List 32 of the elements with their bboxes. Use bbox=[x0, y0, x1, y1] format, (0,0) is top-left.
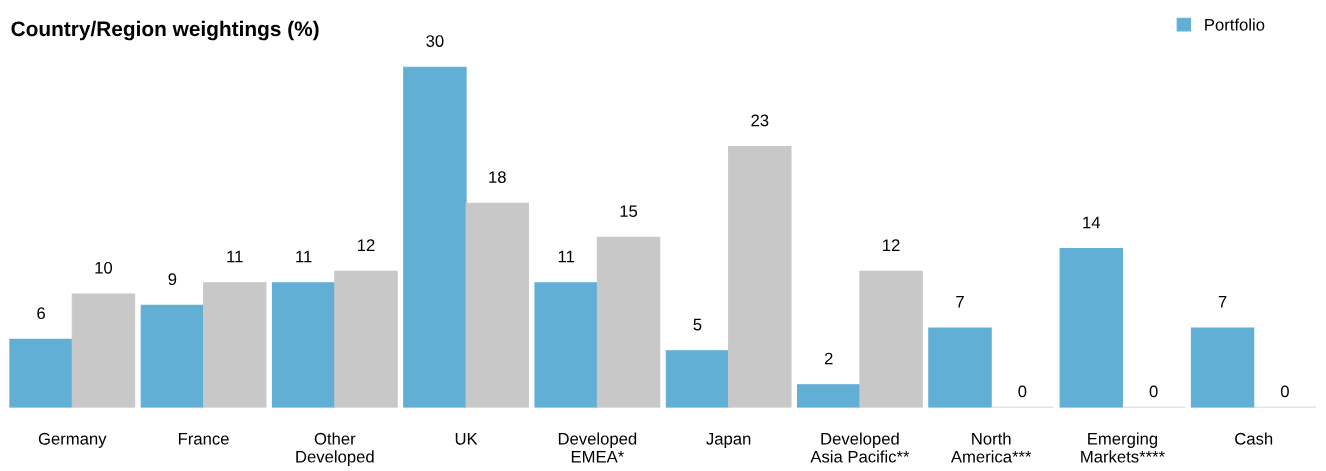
data-label: 0 bbox=[1280, 385, 1289, 398]
x-tick-label: France bbox=[178, 433, 229, 445]
data-label: 10 bbox=[95, 261, 113, 274]
data-label: 5 bbox=[693, 318, 702, 331]
data-label: 11 bbox=[296, 250, 312, 263]
legend-label: Portfolio bbox=[1205, 18, 1265, 31]
x-tick-label: Germany bbox=[38, 432, 107, 448]
data-label: 0 bbox=[1149, 385, 1158, 398]
data-label: 12 bbox=[358, 239, 375, 251]
x-tick-label: Emerging Markets**** bbox=[1081, 432, 1165, 463]
x-tick-label: Japan bbox=[706, 433, 751, 448]
data-label: 9 bbox=[168, 273, 177, 286]
data-label: 18 bbox=[489, 171, 506, 184]
x-tick-label: Developed Asia Pacific** bbox=[810, 432, 910, 463]
data-label: 23 bbox=[751, 114, 769, 127]
x-tick-label: North America*** bbox=[950, 432, 1032, 463]
x-tick-label: Developed EMEA* bbox=[558, 432, 637, 463]
x-tick-label: UK bbox=[455, 433, 478, 445]
data-label: 11 bbox=[558, 250, 575, 263]
data-label: 12 bbox=[883, 239, 900, 251]
chart-title: Country/Region weightings (%) bbox=[11, 20, 319, 41]
data-label: 7 bbox=[1218, 296, 1227, 308]
x-tick-label: Other Developed bbox=[296, 432, 374, 466]
data-label: 14 bbox=[1083, 216, 1101, 229]
data-label: 30 bbox=[426, 35, 444, 47]
data-label: 0 bbox=[1018, 385, 1027, 398]
data-label: 7 bbox=[956, 296, 964, 308]
data-label: 11 bbox=[227, 250, 243, 263]
data-label: 2 bbox=[824, 352, 833, 365]
x-tick-label: Cash bbox=[1235, 432, 1273, 445]
data-label: 15 bbox=[620, 205, 638, 218]
data-label: 6 bbox=[37, 307, 45, 320]
